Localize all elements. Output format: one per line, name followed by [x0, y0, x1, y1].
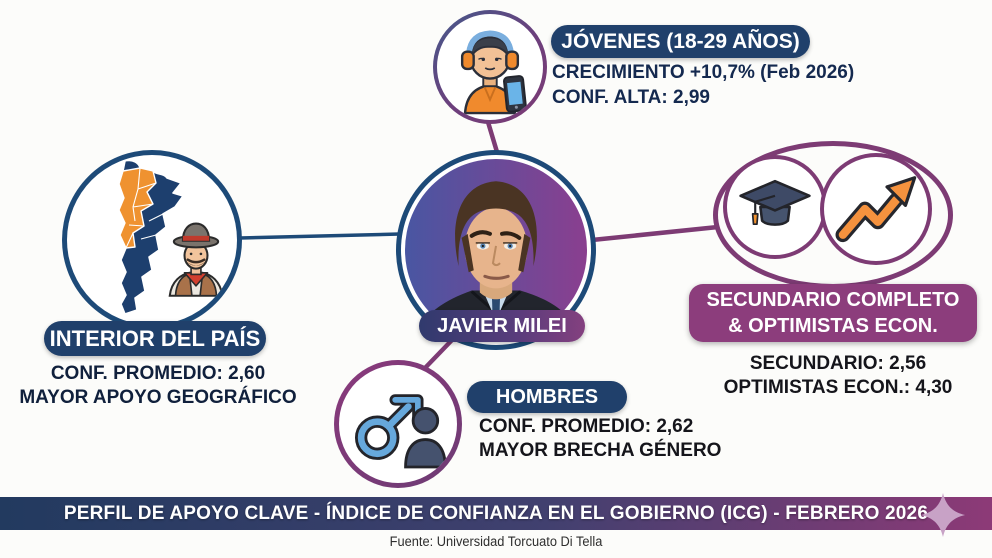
hombres-circle [334, 360, 462, 488]
interior-stat-note: MAYOR APOYO GEOGRÁFICO [19, 387, 297, 408]
rising-arrow-icon [835, 176, 917, 243]
jovenes-stat-growth: CRECIMIENTO +10,7% (Feb 2026) [552, 62, 855, 83]
hombres-title: HOMBRES [495, 385, 599, 408]
hombres-title-pill: HOMBRES [467, 381, 627, 413]
jovenes-title-pill: JÓVENES (18-29 AÑOS) [551, 25, 810, 58]
interior-circle [62, 150, 242, 330]
gaucho-icon [168, 222, 224, 297]
milei-name: JAVIER MILEI [437, 314, 567, 337]
sparkle-icon [920, 492, 966, 538]
interior-icons [118, 159, 224, 315]
hombres-icons [354, 394, 447, 469]
graduation-circle [723, 155, 827, 259]
jovenes-stat-confidence: CONF. ALTA: 2,99 [552, 87, 710, 108]
title-banner: PERFIL DE APOYO CLAVE - ÍNDICE DE CONFIA… [0, 497, 992, 530]
interior-stat-confidence: CONF. PROMEDIO: 2,60 [50, 363, 266, 384]
male-symbol-icon [354, 394, 424, 460]
secundario-title-line2: & OPTIMISTAS ECON. [728, 315, 938, 337]
interior-title: INTERIOR DEL PAÍS [49, 325, 261, 351]
argentina-map-icon [118, 159, 184, 315]
hombres-stat-confidence: CONF. PROMEDIO: 2,62 [479, 416, 694, 437]
source-footer: Fuente: Universidad Torcuato Di Tella [389, 534, 603, 549]
hombres-stat-note: MAYOR BRECHA GÉNERO [479, 440, 722, 461]
person-silhouette-icon [404, 406, 447, 469]
young-person-headphones-phone-icon [460, 30, 527, 115]
graduation-cap-icon [739, 179, 811, 226]
milei-name-pill: JAVIER MILEI [419, 310, 585, 342]
optimistas-stat: OPTIMISTAS ECON.: 4,30 [723, 377, 953, 398]
interior-title-pill: INTERIOR DEL PAÍS [44, 321, 266, 356]
secundario-stat: SECUNDARIO: 2,56 [749, 353, 927, 374]
secundario-title-line1: SECUNDARIO COMPLETO [706, 289, 960, 311]
jovenes-circle [433, 10, 547, 124]
secundario-title-box: SECUNDARIO COMPLETO & OPTIMISTAS ECON. [689, 284, 977, 342]
jovenes-title: JÓVENES (18-29 AÑOS) [561, 29, 800, 53]
banner-title: PERFIL DE APOYO CLAVE - ÍNDICE DE CONFIA… [63, 502, 929, 524]
arrow-circle [820, 153, 932, 265]
